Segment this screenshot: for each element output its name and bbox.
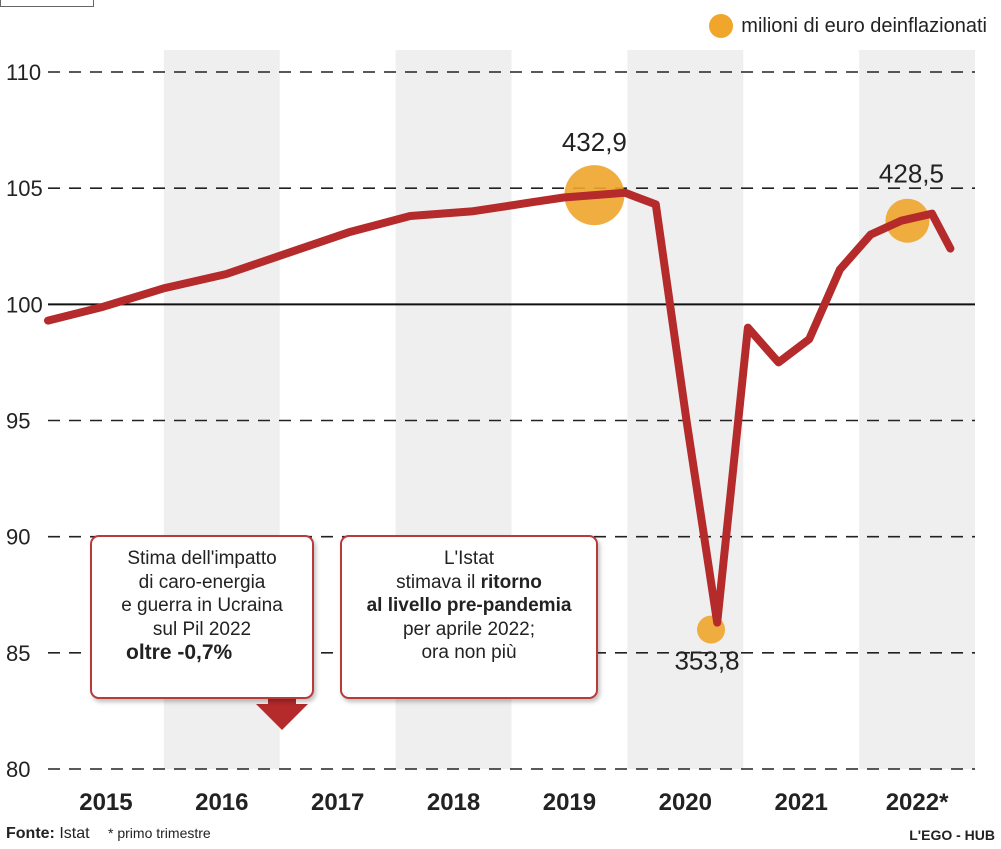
footnote: * primo trimestre <box>108 825 211 841</box>
legend-swatch <box>709 14 734 38</box>
series-line <box>44 188 955 627</box>
energy-impact-note: Stima dell'impatto di caro-energia e gue… <box>90 535 314 699</box>
note-line: L'Istat <box>443 548 495 569</box>
impact-value: oltre -0,7% <box>126 641 233 664</box>
note-line: per aprile 2022; <box>402 618 536 640</box>
y-tick-label: 100 <box>6 292 43 317</box>
x-tick-label: 2019 <box>543 789 596 816</box>
y-tick-label: 105 <box>6 176 43 201</box>
note-line: al livello pre-pandemia <box>342 594 596 618</box>
value-label: 353,8 <box>674 646 739 676</box>
x-tick-label: 2017 <box>311 789 364 816</box>
x-tick-label: 2020 <box>659 789 712 816</box>
y-tick-label: 80 <box>6 757 30 782</box>
note-line: sul Pil 2022 <box>152 618 252 640</box>
value-label: 428,5 <box>879 159 944 189</box>
y-tick-label: 110 <box>6 60 41 85</box>
year-band <box>859 50 975 769</box>
istat-note: L'Istat stimava il ritorno al livello pr… <box>340 535 598 699</box>
source-value: Istat <box>54 825 90 842</box>
top-left-tab <box>0 0 94 7</box>
x-tick-label: 2022* <box>886 789 949 816</box>
source-footer: Fonte: Istat * primo trimestre <box>6 825 211 843</box>
note-line: di caro-energia <box>138 571 266 593</box>
note-text: stimava il <box>396 571 481 593</box>
note-emphasis: al livello pre-pandemia <box>366 595 572 616</box>
note-line: stimava il ritorno <box>342 571 596 595</box>
credit: L'EGO - HUB <box>909 827 995 843</box>
note-emphasis: ritorno <box>480 571 542 593</box>
x-tick-label: 2018 <box>427 789 480 816</box>
x-tick-label: 2021 <box>774 789 827 816</box>
note-line: ora non più <box>421 642 517 663</box>
legend: milioni di euro deinflazionati <box>709 14 987 38</box>
y-tick-label: 95 <box>6 409 30 434</box>
x-tick-label: 2015 <box>79 789 132 816</box>
x-tick-label: 2016 <box>195 789 248 816</box>
note-line: e guerra in Ucraina <box>121 595 283 616</box>
source-label: Fonte: <box>6 825 55 842</box>
y-tick-label: 90 <box>6 525 30 550</box>
legend-label: milioni di euro deinflazionati <box>741 14 987 37</box>
note-line: Stima dell'impatto <box>127 548 277 569</box>
value-label: 432,9 <box>562 127 627 157</box>
y-tick-label: 85 <box>6 641 30 666</box>
